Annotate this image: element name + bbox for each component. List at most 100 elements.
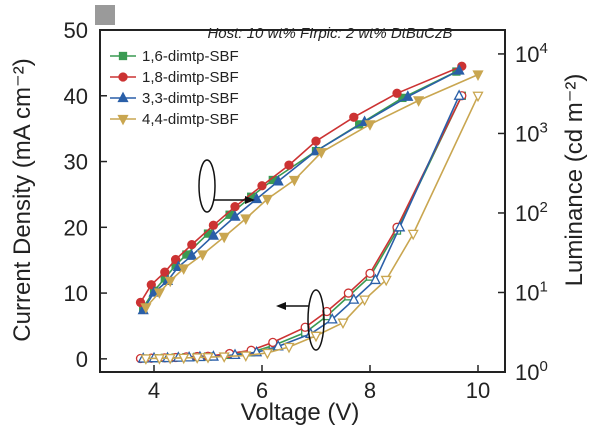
y-right-tick-label: 104: [515, 40, 548, 67]
luminance-point: [315, 148, 327, 159]
current-density-point: [359, 295, 371, 307]
y-left-tick-label: 20: [64, 215, 88, 240]
legend-marker: [118, 51, 128, 61]
luminance-point: [178, 264, 190, 275]
corner-mark: [95, 5, 115, 25]
legend-marker: [118, 72, 128, 82]
current-density-point: [178, 353, 190, 365]
luminance-point: [140, 303, 152, 314]
luminance-point: [284, 160, 294, 170]
current-density-point: [300, 322, 310, 332]
luminance-point: [288, 175, 300, 187]
luminance-point: [146, 280, 156, 290]
x-axis-title: Voltage (V): [241, 399, 360, 426]
luminance-point: [472, 70, 484, 81]
y-left-tick-label: 50: [64, 18, 88, 43]
luminance-point: [208, 220, 219, 230]
current-density-point: [153, 354, 165, 365]
arrow-right-head: [245, 196, 255, 204]
luminance-point: [240, 214, 252, 225]
luminance-point: [160, 267, 170, 277]
legend-marker: [117, 91, 129, 103]
x-tick-label: 4: [148, 378, 160, 403]
y-right-tick-exponent: 3: [539, 119, 547, 136]
y-right-axis-title: Luminance (cd m⁻²): [561, 74, 588, 287]
legend-item: 3,3-dimtp-SBF: [110, 90, 239, 107]
current-density-point: [268, 337, 278, 348]
y-right-tick-exponent: 0: [539, 358, 547, 375]
luminance-point: [272, 174, 284, 186]
current-density-point: [140, 354, 152, 365]
chart-annotation: Host: 10 wt% FIrpic: 2 wt% DtBuCzB: [207, 25, 452, 42]
current-density-point: [202, 353, 214, 364]
current-density-point: [164, 353, 176, 365]
luminance-point: [229, 210, 241, 221]
current-density-point: [407, 229, 419, 241]
y-right-tick-label: 102: [515, 199, 548, 226]
current-density-point: [365, 268, 375, 278]
y-right-tick-base: 10: [515, 121, 539, 146]
luminance-point: [230, 202, 240, 212]
y-left-axis-title: Current Density (mA cm⁻²): [9, 58, 36, 341]
luminance-point: [402, 90, 414, 101]
x-tick-label: 8: [364, 378, 376, 403]
current-density-point: [472, 91, 484, 103]
current-density-point: [326, 312, 338, 324]
y-right-tick-base: 10: [515, 360, 539, 385]
y-right-tick-label: 100: [515, 358, 548, 385]
current-density-line: [145, 95, 479, 360]
current-density-point: [394, 220, 406, 232]
luminance-point: [218, 232, 230, 244]
y-right-tick-base: 10: [515, 280, 539, 305]
current-density-point: [218, 352, 230, 363]
series-layer: [135, 61, 484, 365]
y-right-tick-exponent: 4: [539, 40, 547, 57]
legend-label: 1,6-dimtp-SBF: [142, 48, 239, 65]
plot-frame: [99, 29, 506, 373]
luminance-point: [311, 136, 321, 146]
y-right-tick-base: 10: [515, 201, 539, 226]
luminance-point: [207, 229, 219, 240]
luminance-point: [392, 88, 402, 98]
luminance-point: [164, 276, 176, 288]
luminance-point: [170, 254, 181, 265]
arrow-left-head: [276, 302, 286, 310]
y-right-tick-exponent: 1: [539, 278, 547, 295]
luminance-point: [364, 120, 376, 131]
luminance-point: [261, 194, 273, 206]
luminance-point: [257, 181, 267, 191]
luminance-group-ellipse: [198, 159, 216, 213]
legend-marker: [117, 114, 129, 126]
y-right-tick-base: 10: [515, 42, 539, 67]
current-density-point: [337, 318, 349, 330]
legend: 1,6-dimtp-SBF 1,8-dimtp-SBF 3,3-dimtp-SBF 4…: [110, 48, 239, 128]
luminance-point: [413, 96, 425, 107]
legend-item: 1,6-dimtp-SBF: [110, 48, 239, 65]
current-density-point: [322, 306, 332, 317]
series-4: [140, 70, 484, 365]
current-density-point: [310, 331, 322, 343]
current-density-point: [191, 353, 203, 364]
x-tick-label: 6: [256, 378, 268, 403]
legend-item: 4,4-dimtp-SBF: [110, 111, 239, 128]
y-right-tick-label: 101: [515, 278, 548, 305]
current-density-point: [261, 348, 273, 360]
y-left-tick-label: 40: [64, 84, 88, 109]
current-density-point: [348, 293, 360, 304]
y-left-tick-label: 30: [64, 150, 88, 175]
y-right-tick-exponent: 2: [539, 199, 547, 216]
luminance-point: [251, 192, 263, 204]
current-density-point: [380, 275, 392, 287]
current-group-ellipse: [307, 289, 325, 351]
legend-label: 1,8-dimtp-SBF: [142, 69, 239, 86]
luminance-point: [197, 250, 209, 261]
luminance-point: [453, 64, 465, 75]
y-right-tick-label: 103: [515, 119, 548, 146]
y-left-tick-label: 10: [64, 281, 88, 306]
luminance-point: [153, 288, 165, 299]
y-left-tick-label: 0: [76, 347, 88, 372]
x-tick-label: 10: [466, 378, 490, 403]
